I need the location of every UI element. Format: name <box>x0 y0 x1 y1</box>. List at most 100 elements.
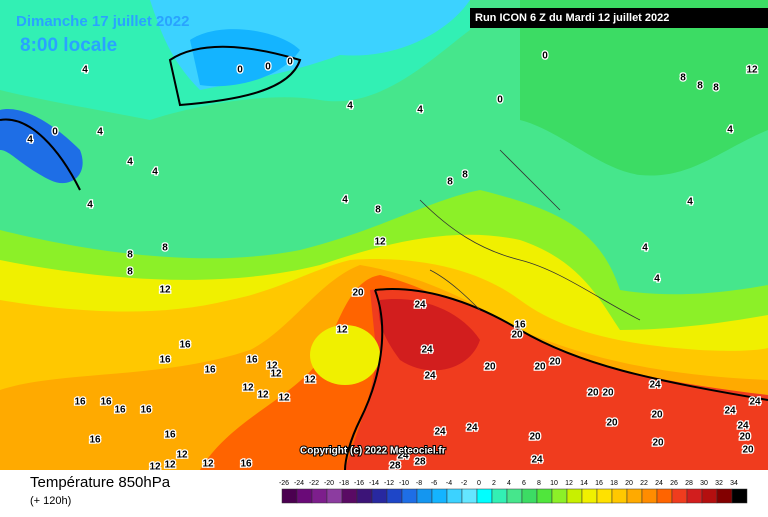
legend-tick-label: -14 <box>369 480 379 487</box>
map-label: 16 <box>246 355 258 366</box>
legend-swatch <box>311 488 328 504</box>
map-label: 12 <box>164 460 176 471</box>
map-label: 12 <box>257 390 269 401</box>
map-label: 12 <box>242 383 254 394</box>
map-label: 4 <box>127 157 133 168</box>
legend-tick-label: 32 <box>715 480 723 487</box>
map-label: 28 <box>389 461 401 472</box>
map-label: 20 <box>352 288 364 299</box>
map-label: 20 <box>739 432 751 443</box>
legend-tick-label: -22 <box>309 480 319 487</box>
map-label: 16 <box>114 405 126 416</box>
map-label: 16 <box>204 365 216 376</box>
legend-swatch <box>731 488 748 504</box>
map-label: 24 <box>737 421 749 432</box>
legend-swatch <box>296 488 313 504</box>
legend-swatch <box>506 488 523 504</box>
map-label: 20 <box>602 388 614 399</box>
map-label: 16 <box>89 435 101 446</box>
map-label: 16 <box>164 430 176 441</box>
map-label: 20 <box>511 330 523 341</box>
legend-tick-label: -8 <box>416 480 422 487</box>
legend-tick-label: 12 <box>565 480 573 487</box>
map-label: 8 <box>447 177 453 188</box>
map-label: 4 <box>727 125 733 136</box>
map-label: 8 <box>127 250 133 261</box>
legend-swatch <box>461 488 478 504</box>
map-label: 16 <box>240 459 252 470</box>
map-label: 4 <box>97 127 103 138</box>
map-label: 28 <box>414 457 426 468</box>
legend-tick-label: -6 <box>431 480 437 487</box>
legend-swatch <box>281 488 298 504</box>
map-label: 16 <box>100 397 112 408</box>
legend-swatch <box>566 488 583 504</box>
map-background <box>0 0 768 471</box>
map-label: 16 <box>159 355 171 366</box>
legend-swatch <box>581 488 598 504</box>
map-label: 24 <box>421 345 433 356</box>
map-label: 20 <box>606 418 618 429</box>
legend-swatch <box>686 488 703 504</box>
legend-swatch <box>671 488 688 504</box>
legend-swatch <box>626 488 643 504</box>
map-label: 0 <box>287 57 293 68</box>
map-label: 8 <box>680 73 686 84</box>
legend-tick-label: 2 <box>492 480 496 487</box>
map-label: 0 <box>265 62 271 73</box>
footer-lead: (+ 120h) <box>30 495 71 507</box>
legend-swatch <box>386 488 403 504</box>
map-label: 4 <box>654 274 660 285</box>
legend-swatch <box>491 488 508 504</box>
map-label: 12 <box>278 393 290 404</box>
legend-swatch <box>341 488 358 504</box>
legend-tick-label: -26 <box>279 480 289 487</box>
legend-tick-label: 14 <box>580 480 588 487</box>
map-label: 8 <box>162 243 168 254</box>
legend-tick-label: 34 <box>730 480 738 487</box>
map-label: 20 <box>534 362 546 373</box>
legend-tick-label: 10 <box>550 480 558 487</box>
legend-tick-label: 20 <box>625 480 633 487</box>
map-label: 20 <box>651 410 663 421</box>
legend-swatch <box>416 488 433 504</box>
legend-tick-label: -20 <box>324 480 334 487</box>
legend-tick-label: -10 <box>399 480 409 487</box>
legend-swatch <box>596 488 613 504</box>
map-label: 20 <box>529 432 541 443</box>
legend-tick-label: 18 <box>610 480 618 487</box>
map-label: 12 <box>336 325 348 336</box>
legend-swatch <box>356 488 373 504</box>
map-label: 24 <box>466 423 478 434</box>
map-label: 0 <box>237 65 243 76</box>
legend-swatch <box>401 488 418 504</box>
legend-swatch <box>371 488 388 504</box>
run-box <box>470 8 768 28</box>
legend-tick-label: 0 <box>477 480 481 487</box>
map-label: 24 <box>531 455 543 466</box>
map-label: 20 <box>484 362 496 373</box>
legend-swatch <box>716 488 733 504</box>
legend-tick-label: 26 <box>670 480 678 487</box>
legend-tick-label: -16 <box>354 480 364 487</box>
map-label: 24 <box>414 300 426 311</box>
map-label: 12 <box>304 375 316 386</box>
legend-swatch <box>326 488 343 504</box>
map-label: 12 <box>176 450 188 461</box>
map-label: 8 <box>375 205 381 216</box>
map-label: 4 <box>687 197 693 208</box>
legend-tick-label: 30 <box>700 480 708 487</box>
map-label: 20 <box>652 438 664 449</box>
map-label: 20 <box>587 388 599 399</box>
map-label: 24 <box>724 406 736 417</box>
map-label: 16 <box>179 340 191 351</box>
map-label: 16 <box>140 405 152 416</box>
legend-swatch <box>521 488 538 504</box>
legend-tick-label: -4 <box>446 480 452 487</box>
map-label: 12 <box>270 369 282 380</box>
map-label: 0 <box>497 95 503 106</box>
map-label: 8 <box>713 83 719 94</box>
map-label: 4 <box>417 105 423 116</box>
legend-swatch <box>476 488 493 504</box>
